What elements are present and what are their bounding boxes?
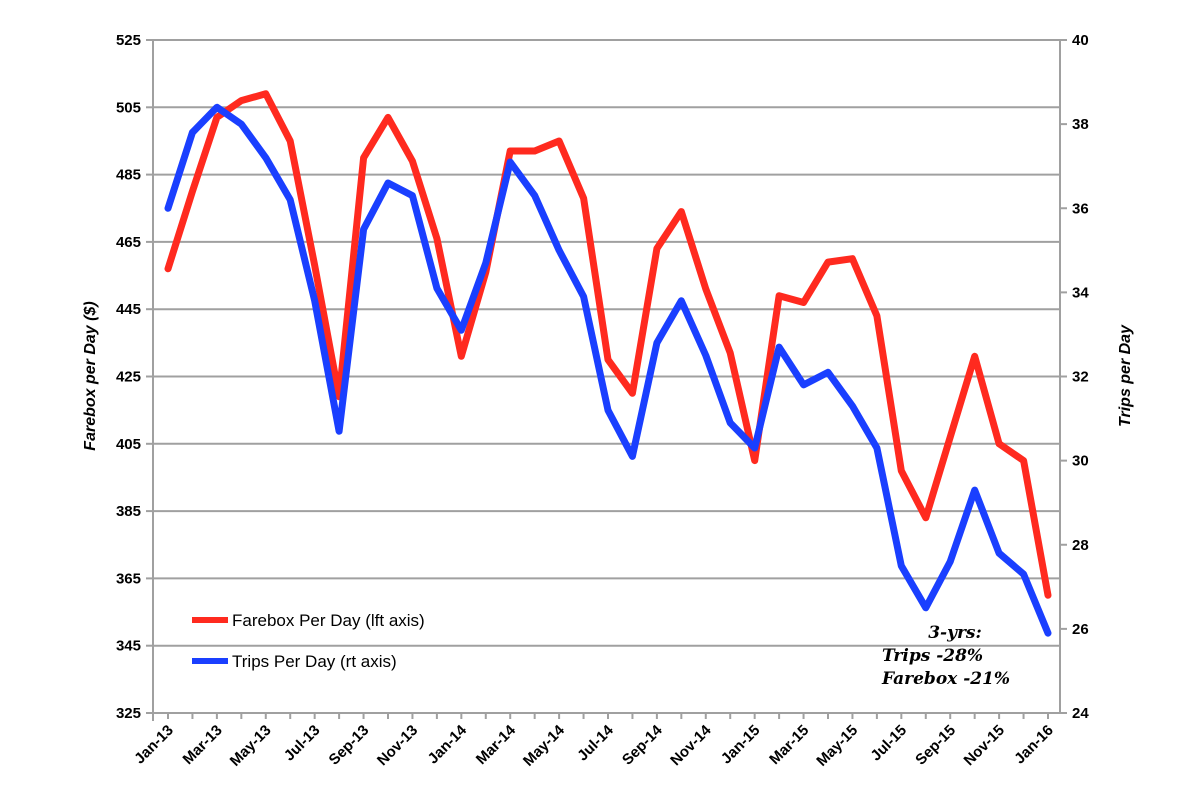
x-tick-label: Jan-13 bbox=[131, 722, 177, 768]
legend-label-trips: Trips Per Day (rt axis) bbox=[232, 652, 397, 671]
x-tick-label: Nov-15 bbox=[961, 722, 1008, 769]
x-tick-label: May-13 bbox=[227, 722, 275, 770]
y-tick-label-right: 38 bbox=[1072, 116, 1089, 133]
y-axis-left-label: Farebox per Day ($) bbox=[82, 301, 99, 450]
y-tick-label-right: 28 bbox=[1072, 537, 1089, 554]
x-tick-label: Sep-14 bbox=[619, 721, 666, 768]
y-tick-label-left: 325 bbox=[116, 705, 141, 722]
y-tick-label-right: 26 bbox=[1072, 621, 1089, 638]
x-tick-label: Jul-15 bbox=[867, 722, 910, 765]
y-axis-right-label: Trips per Day bbox=[1117, 324, 1134, 427]
y-tick-label-left: 485 bbox=[116, 167, 141, 184]
x-tick-label: Nov-14 bbox=[667, 721, 715, 769]
y-tick-label-right: 40 bbox=[1072, 32, 1089, 49]
x-tick-label: Jul-14 bbox=[574, 721, 617, 764]
x-tick-label: Jan-15 bbox=[718, 722, 764, 768]
y-tick-label-left: 425 bbox=[116, 369, 141, 386]
series-line-trips bbox=[164, 103, 1052, 637]
annotation-line-1: 3-yrs: bbox=[928, 623, 982, 643]
y-tick-label-left: 385 bbox=[116, 503, 141, 520]
series-lines bbox=[164, 90, 1052, 637]
x-tick-label: Jul-13 bbox=[281, 722, 324, 765]
x-tick-label: Mar-14 bbox=[473, 721, 520, 768]
x-tick-label: Sep-15 bbox=[912, 722, 959, 769]
y-tick-label-right: 36 bbox=[1072, 200, 1089, 217]
x-tick-label: Jan-16 bbox=[1011, 722, 1057, 768]
y-tick-label-right: 32 bbox=[1072, 369, 1089, 386]
y-tick-label-left: 345 bbox=[116, 638, 141, 655]
legend-label-farebox: Farebox Per Day (lft axis) bbox=[232, 611, 425, 630]
x-tick-label: Nov-13 bbox=[374, 722, 421, 769]
x-tick-label: Sep-13 bbox=[326, 722, 373, 769]
annotation-line-3: Farebox -21% bbox=[881, 669, 1010, 689]
y-tick-label-left: 365 bbox=[116, 570, 141, 587]
y-tick-label-right: 34 bbox=[1072, 284, 1089, 301]
y-tick-label-right: 24 bbox=[1072, 705, 1089, 722]
y-tick-label-left: 505 bbox=[116, 99, 141, 116]
annotation: 3-yrs: Trips -28% Farebox -21% bbox=[881, 623, 1010, 689]
y-tick-label-left: 465 bbox=[116, 234, 141, 251]
annotation-line-2: Trips -28% bbox=[882, 646, 983, 666]
series-line-farebox bbox=[164, 90, 1052, 599]
legend: Farebox Per Day (lft axis) Trips Per Day… bbox=[192, 611, 425, 671]
y-tick-label-left: 525 bbox=[116, 32, 141, 49]
y-tick-label-right: 30 bbox=[1072, 453, 1089, 470]
x-tick-label: May-14 bbox=[520, 721, 568, 769]
y-tick-label-left: 405 bbox=[116, 436, 141, 453]
x-tick-label: May-15 bbox=[813, 722, 861, 770]
axes bbox=[146, 39, 1067, 721]
x-tick-label: Mar-15 bbox=[766, 722, 812, 768]
y-tick-label-left: 445 bbox=[116, 301, 141, 318]
gridlines bbox=[153, 39, 1060, 714]
x-tick-label: Jan-14 bbox=[425, 721, 471, 767]
x-tick-label: Mar-13 bbox=[180, 722, 226, 768]
